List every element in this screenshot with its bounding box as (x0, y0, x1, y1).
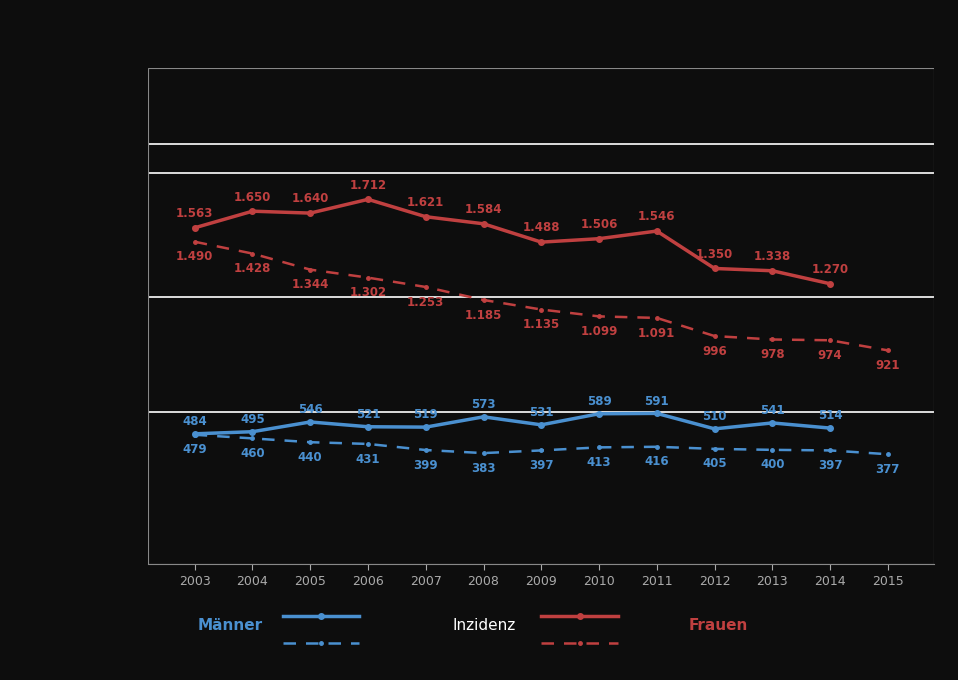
Text: 1.621: 1.621 (407, 196, 445, 209)
Text: 377: 377 (876, 463, 900, 476)
Text: 978: 978 (760, 348, 785, 361)
Text: 397: 397 (529, 459, 554, 472)
Text: 1.253: 1.253 (407, 296, 445, 309)
Text: 1.338: 1.338 (754, 250, 791, 263)
Text: 514: 514 (818, 409, 842, 422)
Text: 1.428: 1.428 (234, 262, 271, 275)
Text: 399: 399 (414, 458, 438, 472)
Text: 589: 589 (586, 395, 611, 408)
Text: 1.135: 1.135 (523, 318, 559, 331)
Text: 1.344: 1.344 (291, 278, 329, 291)
Text: 1.270: 1.270 (811, 263, 849, 276)
Text: 521: 521 (355, 408, 380, 421)
Text: 1.563: 1.563 (176, 207, 214, 220)
Text: 405: 405 (702, 458, 727, 471)
Text: 484: 484 (182, 415, 207, 428)
Text: 1.584: 1.584 (465, 203, 502, 216)
Text: Männer: Männer (197, 617, 262, 632)
Text: 397: 397 (818, 459, 842, 472)
Text: 440: 440 (298, 451, 323, 464)
Text: 1.490: 1.490 (176, 250, 214, 263)
Text: 996: 996 (702, 345, 727, 358)
Text: 1.506: 1.506 (581, 218, 618, 231)
Text: 1.488: 1.488 (522, 222, 560, 235)
Text: 1.091: 1.091 (638, 326, 675, 339)
Text: 510: 510 (702, 410, 727, 423)
Text: 1.546: 1.546 (638, 210, 675, 224)
Text: 413: 413 (587, 456, 611, 469)
Text: 383: 383 (471, 462, 495, 475)
Text: 519: 519 (414, 409, 438, 422)
Text: 531: 531 (529, 406, 554, 419)
Text: 573: 573 (471, 398, 495, 411)
Text: 1.185: 1.185 (465, 309, 502, 322)
Text: 416: 416 (645, 456, 669, 469)
Text: 1.640: 1.640 (291, 192, 329, 205)
Text: 591: 591 (645, 394, 669, 407)
Text: 1.650: 1.650 (234, 190, 271, 203)
Text: 921: 921 (876, 359, 901, 372)
Text: Inzidenz: Inzidenz (452, 617, 515, 632)
Text: 1.712: 1.712 (350, 179, 386, 192)
Text: 431: 431 (355, 452, 380, 466)
Text: 495: 495 (240, 413, 264, 426)
Text: 546: 546 (298, 403, 323, 416)
Text: 1.099: 1.099 (581, 325, 618, 338)
Text: 1.302: 1.302 (350, 286, 386, 299)
Text: 400: 400 (760, 458, 785, 471)
Text: 974: 974 (818, 349, 842, 362)
Text: 479: 479 (182, 443, 207, 456)
Text: 1.350: 1.350 (696, 248, 733, 261)
Text: 541: 541 (760, 404, 785, 418)
Text: Frauen: Frauen (689, 617, 748, 632)
Text: 460: 460 (240, 447, 264, 460)
